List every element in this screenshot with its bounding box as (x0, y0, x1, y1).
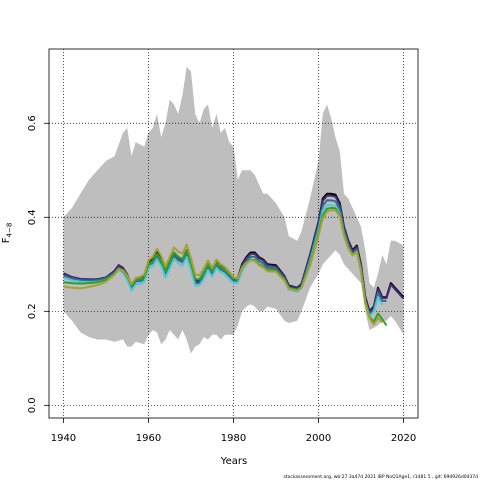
y-tick-label-2: 0.4 (27, 209, 38, 225)
x-axis: 1940 1960 1980 2000 2020 (51, 418, 416, 444)
y-axis-label-subscript: 4−8 (6, 223, 14, 238)
x-tick-label-3: 2000 (306, 433, 331, 444)
series-lines (63, 192, 405, 326)
y-tick-label-1: 0.2 (27, 303, 38, 319)
y-axis: 0.0 0.2 0.4 0.6 (27, 115, 49, 413)
series-line-5 (63, 209, 384, 326)
x-axis-label: Years (220, 456, 247, 467)
x-tick-label-2: 1980 (221, 433, 246, 444)
x-tick-label-4: 2020 (391, 433, 416, 444)
confidence-band-layer (63, 66, 404, 354)
y-tick-label-3: 0.6 (27, 115, 38, 131)
x-tick-label-0: 1940 (51, 433, 76, 444)
y-axis-label-main: F (1, 237, 12, 243)
footer-text: stockassessment.org, wb:27.3a47d 2021 IB… (284, 474, 479, 480)
series-line-3 (63, 204, 384, 317)
y-tick-label-0: 0.0 (27, 397, 38, 413)
confidence-band (63, 66, 404, 354)
x-tick-label-1: 1960 (136, 433, 161, 444)
y-axis-label: F4−8 (1, 223, 14, 244)
